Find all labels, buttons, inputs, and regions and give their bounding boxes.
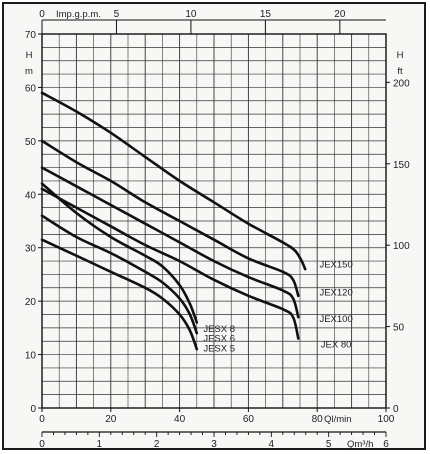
bottom1-tick-label: 40: [174, 414, 186, 425]
bottom2-axis-label: Qm³/h: [347, 439, 373, 450]
left-tick-label: 0: [30, 404, 36, 415]
right-tick-label: 200: [393, 78, 410, 89]
left-tick-label: 40: [25, 190, 37, 201]
curve-jesx-8: [40, 182, 199, 324]
left-tick-label: 60: [25, 83, 37, 94]
curve-label-jesx-5: JESX 5: [203, 343, 235, 354]
top-tick-label: 10: [185, 9, 197, 20]
curve-label-jesx-8: JESX 8: [203, 324, 235, 335]
right-axis-label-top: H: [397, 50, 404, 61]
bottom2-tick-label: 1: [97, 439, 103, 450]
grid: [41, 33, 387, 409]
bottom2-tick-label: 4: [269, 439, 275, 450]
top-tick-label: 15: [260, 9, 272, 20]
curve-jex150: [40, 91, 307, 271]
curve-jex120: [40, 139, 300, 298]
bottom1-tick-label: 100: [378, 414, 395, 425]
bottom2-tick-label: 6: [383, 439, 389, 450]
curve-label-jesx-6: JESX 6: [203, 334, 235, 345]
curve-label-jex-80: JEX 80: [321, 340, 352, 351]
right-tick-label: 50: [393, 323, 405, 334]
bottom1-tick-label: 20: [105, 414, 117, 425]
left-axis-label-top: H: [26, 50, 33, 61]
right-tick-label: 100: [393, 241, 410, 252]
bottom2-tick-label: 2: [154, 439, 160, 450]
bottom1-tick-label: 0: [39, 414, 45, 425]
curve-label-jex150: JEX150: [319, 259, 352, 270]
bottom2-tick-label: 3: [211, 439, 217, 450]
left-tick-label: 30: [25, 244, 37, 255]
curve-label-jex120: JEX120: [319, 287, 352, 298]
right-tick-label: 0: [393, 404, 399, 415]
left-tick-label: 50: [25, 137, 37, 148]
left-axis-label-bottom: m: [25, 66, 33, 77]
bottom1-tick-label: 80: [312, 414, 324, 425]
top-axis-label: Imp.g.p.m.: [56, 9, 101, 20]
curves: [40, 91, 307, 351]
plot-border: [41, 33, 387, 409]
bottom1-tick-label: 60: [243, 414, 255, 425]
right-axis-label-bottom: ft: [397, 66, 403, 77]
curve-jex-80: [40, 187, 300, 340]
bottom2-tick-label: 5: [326, 439, 332, 450]
left-tick-label: 70: [25, 30, 37, 41]
left-tick-label: 20: [25, 297, 37, 308]
curve-jex100: [40, 166, 300, 319]
left-tick-label: 10: [25, 351, 37, 362]
bottom2-tick-label: 0: [39, 439, 45, 450]
top-tick-label: 20: [334, 9, 346, 20]
top-tick-label: 0: [39, 9, 45, 20]
curve-label-jex100: JEX100: [319, 314, 352, 325]
curve-jesx-6: [40, 214, 199, 335]
bottom1-axis-label: Ql/min: [324, 414, 351, 425]
curve-jesx-5: [40, 238, 199, 351]
right-tick-label: 150: [393, 160, 410, 171]
top-tick-label: 5: [114, 9, 120, 20]
